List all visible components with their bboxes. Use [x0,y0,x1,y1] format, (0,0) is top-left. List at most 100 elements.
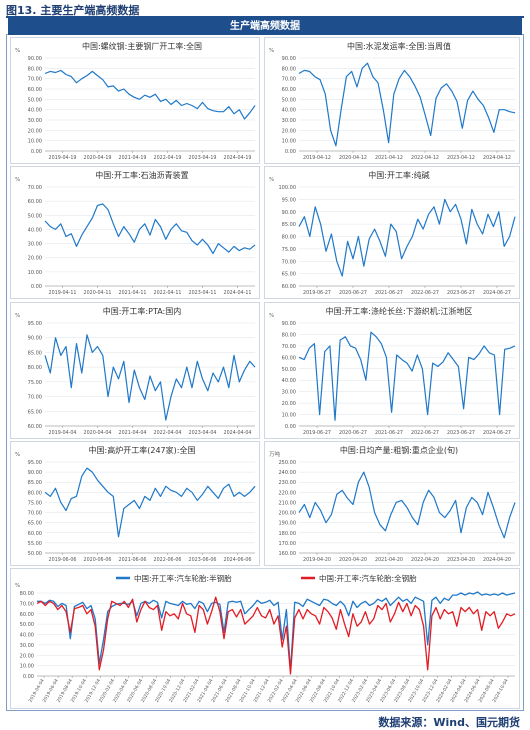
chart-title: 中国:水泥发运率:全国:当周值 [347,41,451,51]
y-tick-label: 60.00 [20,612,34,618]
chart-svg-6: 中国:开工率:涤纶长丝:下游织机:江浙地区% 0.00 10.00 20.00 30.0… [269,306,516,436]
chart-title: 中国:高炉开工率(247家):全国 [89,445,196,455]
y-tick-label: 50.00 [28,213,42,219]
x-tick-label: 2020-04-11 [84,290,112,296]
x-tick-label: 2022-04-12 [411,155,439,161]
y-tick-label: 75.00 [28,380,42,386]
y-tick-label: 30.00 [20,643,34,649]
y-tick-label: 55.00 [28,541,42,547]
y-tick-label: 30.00 [282,118,296,124]
x-tick-label: 2020-06-27 [339,290,367,296]
y-tick-label: 80.00 [28,365,42,371]
chart-panel-3: 中国:开工率:石油沥青装置% 0.00 10.00 20.00 30.00 40.00 50… [10,166,260,299]
x-tick-label: 2023-04-12 [447,155,475,161]
x-tick-label: 2021-04-19 [119,155,147,161]
series-line-1 [44,203,256,255]
x-tick-label: 2020-04-12 [339,155,367,161]
y-tick-label: 80.00 [28,490,42,496]
legend-label: 中国:开工率:汽车轮胎:全钢胎 [319,573,417,583]
x-tick-label: 2023-04-04 [189,430,217,436]
y-tick-label: 40.00 [282,108,296,114]
unit-label: % [15,452,20,458]
x-tick-label: 2022-04-19 [154,155,182,161]
y-tick-label: 85.00 [28,350,42,356]
chart-panel-5: 中国:开工率:PTA:国内% 60.00 65.00 70.00 75.00 80.00 8… [10,302,260,439]
x-tick-label: 2021-06-27 [375,430,403,436]
x-tick-label: 2024-04-04 [224,430,252,436]
series-line-1 [37,591,516,672]
x-tick-label: 2022-06-27 [411,430,439,436]
chart-svg-4: 中国:开工率:纯碱% 60.00 65.00 70.00 75.00 80.00 85.00… [269,170,516,296]
y-tick-label: 90.00 [28,336,42,342]
unit-label: % [269,313,274,319]
y-tick-label: 70.00 [20,601,34,607]
y-tick-label: 0.00 [23,674,34,680]
y-tick-label: 160.00 [279,551,297,557]
x-tick-label: 2022-04-04 [154,430,182,436]
chart-title: 中国:开工率:石油沥青装置 [95,170,188,180]
y-tick-label: 90.00 [282,321,296,327]
y-tick-label: 20.00 [282,128,296,134]
y-tick-label: 210.00 [279,500,297,506]
y-tick-label: 10.00 [28,270,42,276]
x-tick-label: 2019-04-19 [49,155,77,161]
y-tick-label: 190.00 [279,521,297,527]
y-tick-label: 10.00 [282,139,296,145]
unit-label: 万吨 [269,450,281,458]
series-line-1 [298,331,516,421]
x-tick-label: 2023-04-20 [447,557,475,563]
x-tick-label: 2019-04-12 [303,155,331,161]
y-tick-label: 40.00 [20,633,34,639]
y-tick-label: 170.00 [279,541,297,547]
y-tick-label: 50.00 [20,622,34,628]
y-tick-label: 0.00 [285,149,296,155]
y-tick-label: 75.00 [28,500,42,506]
y-tick-label: 40.00 [28,108,42,114]
x-tick-label: 2020-06-27 [339,430,367,436]
y-tick-label: 50.00 [28,97,42,103]
series-line-1 [44,69,256,120]
y-tick-label: 40.00 [28,227,42,233]
y-tick-label: 80.00 [282,66,296,72]
x-tick-label: 2021-04-12 [375,155,403,161]
y-tick-label: 0.00 [31,149,42,155]
x-tick-label: 2022-06-06 [154,557,182,563]
y-tick-label: 40.00 [282,378,296,384]
x-tick-label: 2024-04-19 [224,155,252,161]
banner: 生产端高频数据 [8,18,522,35]
unit-label: % [15,177,20,183]
y-tick-label: 0.00 [31,284,42,290]
x-tick-label: 2019-04-04 [49,430,77,436]
y-tick-label: 80.00 [20,591,34,597]
x-tick-label: 2019-06-06 [49,557,77,563]
y-tick-label: 65.00 [282,272,296,278]
y-tick-label: 90.00 [28,56,42,62]
x-tick-label: 2019-04-20 [303,557,331,563]
x-tick-label: 2019-04-11 [49,290,77,296]
y-tick-label: 10.00 [28,139,42,145]
chart-panel-1: 中国:螺纹钢:主要钢厂开工率:全国% 0.00 10.00 20.00 30.00 40.… [10,37,260,164]
y-tick-label: 60.00 [282,87,296,93]
unit-label: % [269,177,274,183]
source-note: 数据来源：Wind、国元期货 [378,716,520,729]
y-tick-label: 70.00 [28,511,42,517]
chart-svg-2: 中国:水泥发运率:全国:当周值% 0.00 10.00 20.00 30.00 40.00… [269,41,516,161]
y-tick-label: 90.00 [28,470,42,476]
chart-panel-9: % 0.00 10.00 20.00 30.00 40.00 50.00 60.00 70.00… [10,568,520,709]
x-tick-label: 2022-06-27 [411,290,439,296]
y-tick-label: 70.00 [282,77,296,83]
x-tick-label: 2024-04-12 [483,155,511,161]
unit-label: % [15,48,20,54]
y-tick-label: 200.00 [279,511,297,517]
series-line-1 [44,334,256,421]
x-tick-label: 2024-04-20 [483,557,511,563]
chart-title: 中国:日均产量:粗钢:重点企业(旬) [340,445,458,455]
x-tick-label: 2019-06-27 [303,290,331,296]
figure-title: 图13. 主要生产端高频数据 [6,4,140,17]
x-tick-label: 2020-04-19 [84,155,112,161]
chart-panel-6: 中国:开工率:涤纶长丝:下游织机:江浙地区% 0.00 10.00 20.00 30.0… [264,302,520,439]
x-tick-label: 2021-04-20 [375,557,403,563]
y-tick-label: 20.00 [28,256,42,262]
series-line-1 [298,198,516,277]
x-tick-label: 2022-04-11 [154,290,182,296]
